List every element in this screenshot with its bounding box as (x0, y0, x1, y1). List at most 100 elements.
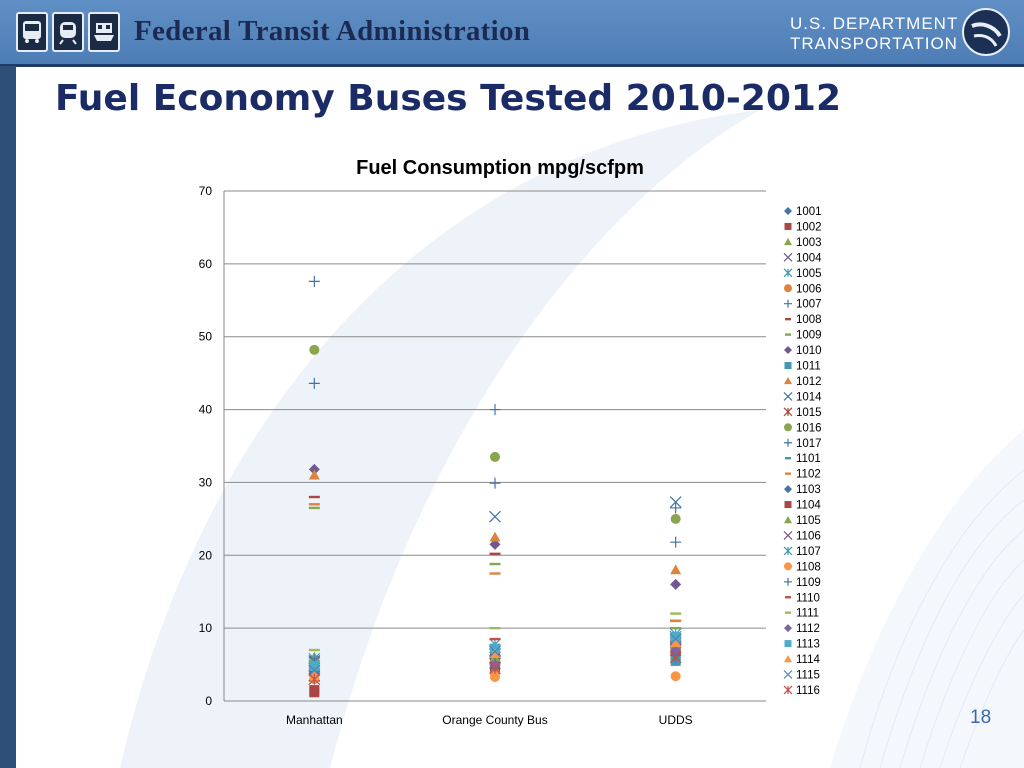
legend-marker (784, 562, 792, 571)
legend-marker (784, 222, 792, 230)
legend-item: 1105 (784, 515, 821, 527)
data-point (489, 645, 501, 658)
dot-line-2: TRANSPORTATION (790, 34, 958, 53)
legend-label: 1105 (796, 515, 821, 527)
legend-marker (784, 346, 792, 355)
legend-marker (784, 376, 792, 385)
legend-label: 1017 (796, 438, 822, 450)
legend-marker (783, 531, 793, 540)
ferry-icon (88, 12, 120, 52)
legend-item: 1003 (784, 237, 822, 249)
data-point (670, 564, 682, 575)
y-tick-label: 50 (199, 330, 213, 344)
data-point (489, 562, 501, 566)
y-tick-label: 0 (205, 694, 212, 708)
data-point (670, 578, 682, 590)
page-number: 18 (970, 707, 992, 728)
legend-marker (784, 423, 792, 432)
legend-marker (783, 252, 793, 262)
legend-item: 1014 (783, 391, 822, 403)
legend-item: 1012 (784, 376, 822, 388)
y-tick-label: 20 (199, 548, 213, 562)
legend-marker (784, 577, 792, 586)
bus-icon (16, 12, 48, 52)
legend-label: 1001 (796, 206, 822, 218)
legend-label: 1007 (796, 299, 822, 311)
x-tick-label: UDDS (659, 713, 693, 727)
legend-item: 1104 (784, 500, 821, 512)
data-point (308, 503, 320, 506)
data-point (308, 506, 320, 510)
y-tick-label: 40 (199, 403, 213, 417)
legend-item: 1010 (784, 345, 822, 357)
data-point (489, 648, 501, 659)
data-point (489, 637, 501, 641)
legend-label: 1008 (796, 314, 822, 326)
legend-item: 1008 (785, 314, 822, 326)
y-tick-label: 60 (199, 257, 213, 271)
data-point (669, 496, 682, 509)
x-tick-label: Orange County Bus (442, 713, 547, 727)
legend-label: 1109 (796, 577, 821, 589)
header-bar (0, 0, 1024, 66)
legend-item: 1112 (784, 623, 820, 635)
legend-item: 1115 (783, 670, 820, 682)
data-point (489, 404, 501, 416)
legend-label: 1101 (796, 453, 821, 465)
legend-item: 1004 (783, 252, 822, 264)
legend-marker (784, 438, 792, 447)
data-point (309, 661, 320, 672)
legend-marker (783, 685, 793, 695)
legend-item: 1005 (783, 268, 822, 280)
data-point (308, 377, 320, 389)
legend-marker (784, 362, 792, 369)
legend-marker (784, 237, 792, 246)
legend-marker (785, 333, 791, 336)
legend-item: 1016 (784, 422, 822, 434)
legend-marker (784, 485, 792, 494)
data-point (489, 572, 501, 575)
dot-line-1: U.S. DEPARTMENT OF (790, 14, 990, 33)
data-point (489, 662, 501, 675)
legend-marker (783, 268, 793, 278)
data-point (489, 552, 501, 556)
data-point (670, 671, 681, 682)
data-point (670, 637, 682, 648)
data-point (490, 671, 500, 682)
legend-label: 1012 (796, 376, 822, 388)
legend-item: 1101 (785, 453, 821, 465)
legend-marker (785, 611, 791, 614)
slide-title: Fuel Economy Buses Tested 2010-2012 (55, 78, 842, 119)
legend-label: 1009 (796, 330, 822, 342)
legend-marker (784, 284, 792, 293)
y-tick-label: 70 (199, 184, 213, 198)
data-point (669, 651, 682, 664)
legend-item: 1002 (784, 221, 822, 233)
data-point (670, 644, 682, 656)
data-point (670, 619, 682, 623)
data-point (308, 673, 321, 686)
legend-item: 1102 (785, 469, 821, 481)
legend-label: 1015 (796, 407, 822, 419)
legend-item: 1113 (784, 639, 820, 651)
legend-label: 1116 (796, 685, 820, 697)
legend-label: 1016 (796, 422, 822, 434)
legend-label: 1114 (796, 654, 820, 666)
data-point (309, 344, 320, 355)
legend-marker (785, 457, 791, 460)
legend-marker (784, 501, 792, 509)
data-point (308, 495, 320, 499)
data-point (670, 513, 681, 524)
legend-item: 1009 (785, 330, 822, 342)
data-point (308, 648, 320, 652)
legend-label: 1010 (796, 345, 822, 357)
legend-label: 1005 (796, 268, 822, 280)
legend-marker (783, 546, 793, 556)
legend-marker (784, 640, 792, 648)
legend-label: 1103 (796, 484, 821, 496)
legend-item: 1116 (783, 685, 820, 697)
legend-marker (784, 207, 792, 215)
legend-item: 1107 (783, 546, 821, 558)
legend-item: 1103 (784, 484, 821, 496)
